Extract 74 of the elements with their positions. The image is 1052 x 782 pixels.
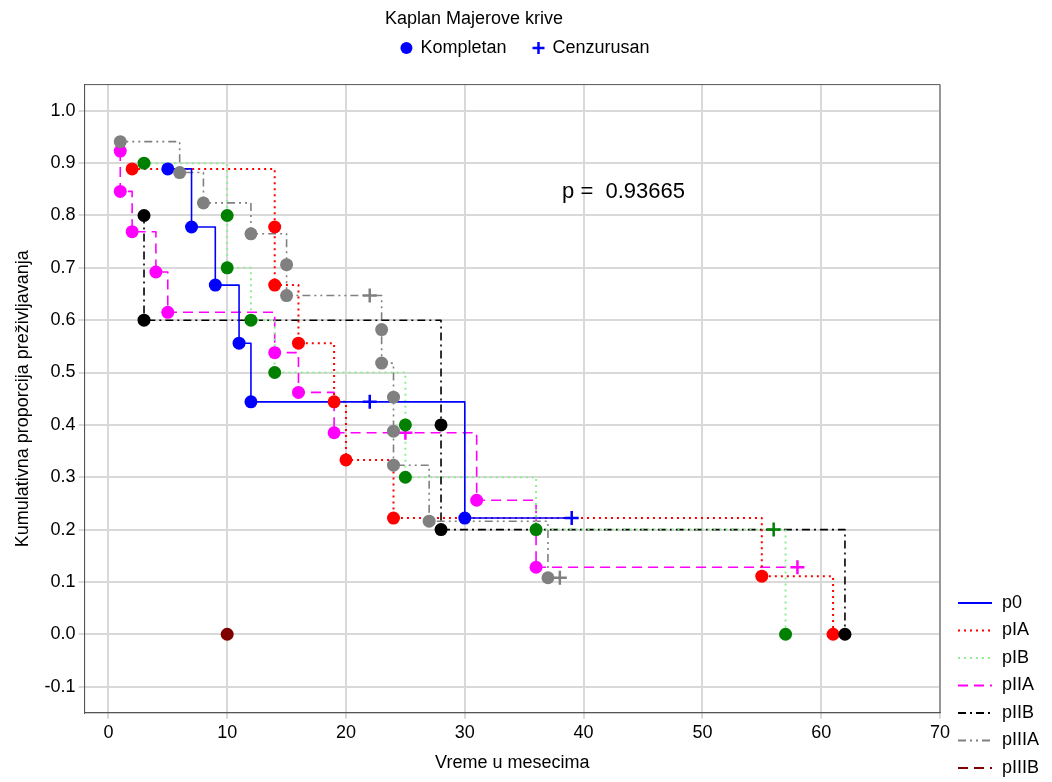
y-tick-label: 0.9	[50, 152, 76, 173]
point	[387, 511, 401, 525]
x-tick-label: 30	[454, 721, 475, 742]
point	[387, 458, 401, 472]
point	[113, 135, 127, 149]
point	[268, 366, 282, 380]
legend-label: pIIIB	[1002, 756, 1040, 777]
y-tick-label: 0.8	[50, 204, 76, 225]
point	[541, 571, 555, 585]
point	[244, 313, 258, 327]
x-tick-label: 70	[929, 721, 951, 742]
point	[220, 208, 234, 222]
y-tick-label: 0.6	[50, 309, 76, 330]
y-tick-label: 0.2	[50, 518, 76, 539]
legend-label: pIIA	[1002, 674, 1035, 695]
point	[125, 162, 139, 176]
x-tick-label: 0	[103, 721, 114, 742]
point	[434, 523, 448, 537]
point	[387, 390, 401, 404]
point	[387, 424, 401, 438]
y-tick-label: -0.1	[44, 675, 76, 696]
point	[398, 470, 412, 484]
x-tick-label: 10	[217, 721, 238, 742]
point	[375, 356, 389, 370]
legend-label: p0	[1002, 591, 1023, 612]
point	[375, 323, 389, 337]
point	[291, 336, 305, 350]
legend-label: pIIIA	[1002, 729, 1040, 750]
point	[137, 156, 151, 170]
x-tick-label: 50	[692, 721, 713, 742]
point	[137, 313, 151, 327]
point	[838, 627, 852, 641]
point	[196, 196, 210, 210]
point	[765, 521, 782, 538]
point	[434, 418, 448, 432]
legend-label: Cenzurusan	[552, 36, 650, 57]
legend-label: pIA	[1002, 619, 1030, 640]
y-tick-label: 0.0	[50, 623, 76, 644]
legend-label: pIB	[1002, 646, 1030, 667]
y-tick-label: 0.5	[50, 361, 76, 382]
point	[398, 418, 412, 432]
point	[220, 261, 234, 275]
point	[422, 514, 436, 528]
x-tick-label: 40	[573, 721, 594, 742]
annotation: p = 0.93665	[562, 177, 685, 203]
x-tick-label: 60	[811, 721, 832, 742]
chart-title: Kaplan Majerove krive	[384, 7, 564, 28]
point	[220, 627, 234, 641]
y-tick-label: 0.7	[50, 256, 76, 277]
point	[173, 166, 187, 180]
point	[244, 227, 258, 241]
point	[339, 453, 353, 467]
point	[826, 627, 840, 641]
legend-label: Kompletan	[420, 36, 507, 57]
point	[563, 509, 580, 527]
point	[137, 208, 151, 222]
point	[755, 569, 769, 583]
y-axis-title: Kumulativna proporcija preživljavanja	[11, 249, 32, 548]
point	[789, 559, 806, 576]
point	[280, 289, 294, 303]
point	[779, 627, 793, 641]
point	[327, 395, 341, 409]
point	[361, 393, 378, 411]
y-tick-label: 0.3	[50, 466, 76, 487]
legend-label: pIIB	[1002, 701, 1035, 722]
y-tick-label: 1.0	[50, 99, 76, 120]
point	[268, 278, 282, 292]
y-tick-label: 0.4	[50, 413, 76, 434]
point	[529, 523, 543, 537]
x-tick-label: 20	[335, 721, 356, 742]
x-axis-title: Vreme u mesecima	[435, 752, 591, 773]
point	[280, 258, 294, 272]
y-tick-label: 0.1	[50, 570, 76, 591]
point	[268, 220, 282, 234]
